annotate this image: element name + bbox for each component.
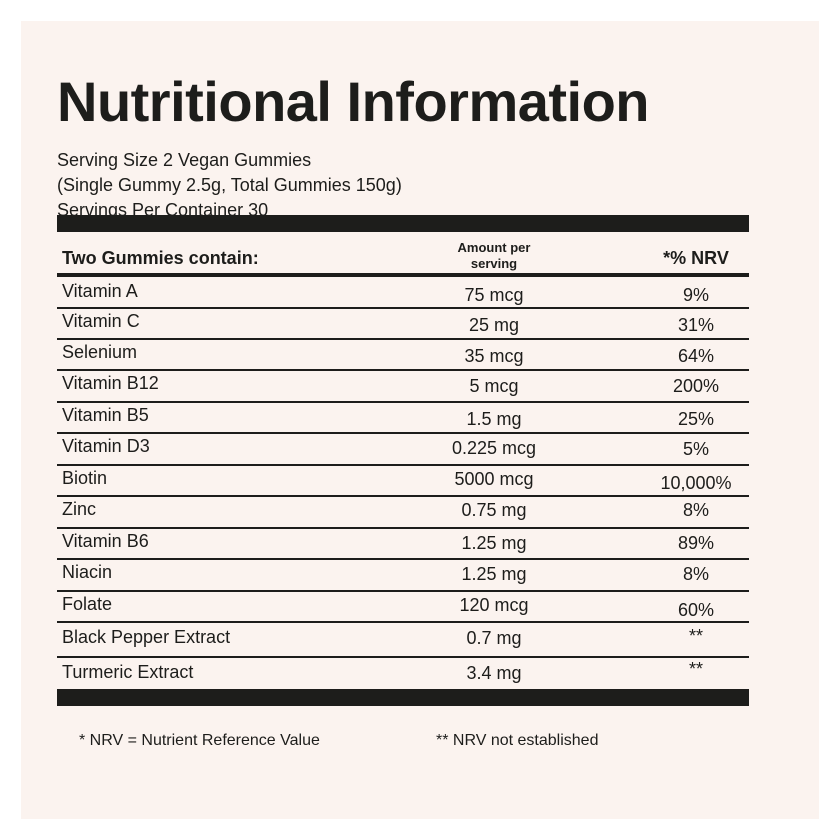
label-panel (21, 21, 819, 819)
nutrient-amount: 1.25 mg (461, 533, 527, 553)
nutrient-name: Black Pepper Extract (62, 627, 231, 647)
table-row: Turmeric Extract 3.4 mg ** (57, 658, 749, 691)
nutrient-amount: 0.225 mcg (451, 438, 537, 458)
table-row: Vitamin D3 0.225 mcg 5% (57, 434, 749, 466)
nutrient-nrv: 89% (677, 533, 715, 553)
table-row: Black Pepper Extract 0.7 mg ** (57, 623, 749, 658)
nutrient-nrv: 31% (677, 315, 715, 335)
table-row: Vitamin B5 1.5 mg 25% (57, 403, 749, 434)
nutrient-table: Vitamin A 75 mcg 9% Vitamin C 25 mg 31% Seleni… (57, 277, 749, 691)
nutrient-nrv: 9% (682, 285, 709, 305)
table-row: Vitamin C 25 mg 31% (57, 309, 749, 340)
nutrient-name: Biotin (62, 468, 108, 488)
header-amount-line1: Amount per (457, 240, 531, 255)
footnote-nrv-definition: * NRV = Nutrient Reference Value (79, 732, 320, 749)
nutrient-name: Turmeric Extract (62, 662, 194, 682)
nutrient-name: Vitamin A (62, 281, 138, 301)
nutrient-name: Vitamin B5 (62, 405, 149, 425)
page-title: Nutritional Information (57, 70, 650, 133)
table-row: Biotin 5000 mcg 10,000% (57, 466, 749, 497)
header-contains: Two Gummies contain: (62, 248, 259, 268)
nutrient-amount: 0.7 mg (466, 628, 522, 648)
nutrient-name: Vitamin B6 (62, 531, 149, 551)
nutrient-amount: 1.25 mg (461, 564, 527, 584)
header-nrv: *% NRV (663, 248, 729, 268)
nutrient-amount: 120 mcg (459, 595, 529, 615)
nutrient-name: Vitamin B12 (62, 373, 159, 393)
table-row: Niacin 1.25 mg 8% (57, 560, 749, 592)
nutrient-name: Folate (62, 594, 113, 614)
nutrient-nrv: 64% (677, 346, 715, 366)
nutrient-name: Vitamin C (62, 311, 140, 331)
nutrient-amount: 35 mcg (464, 346, 524, 366)
header-amount: Amount per serving (424, 240, 564, 272)
header-rule (57, 273, 749, 277)
nutrient-amount: 25 mg (468, 315, 520, 335)
serving-size: Serving Size 2 Vegan Gummies (57, 150, 312, 170)
table-row: Vitamin B12 5 mcg 200% (57, 371, 749, 403)
footnote-nrv-not-established: ** NRV not established (436, 732, 599, 749)
nutrient-nrv: 60% (677, 600, 715, 620)
gummy-weights: (Single Gummy 2.5g, Total Gummies 150g) (57, 175, 402, 195)
nutrient-amount: 0.75 mg (461, 500, 527, 520)
nutrient-name: Selenium (62, 342, 138, 362)
nutrient-amount: 1.5 mg (466, 409, 522, 429)
nutrient-nrv: 10,000% (660, 473, 732, 493)
nutrient-name: Vitamin D3 (62, 436, 150, 456)
header-amount-line2: serving (470, 256, 518, 271)
nutrient-nrv: 5% (682, 439, 709, 459)
nutrient-amount: 5 mcg (469, 376, 519, 396)
top-divider-bar (57, 215, 749, 232)
table-row: Zinc 0.75 mg 8% (57, 497, 749, 529)
table-row: Vitamin A 75 mcg 9% (57, 277, 749, 309)
table-row: Selenium 35 mcg 64% (57, 340, 749, 371)
table-row: Vitamin B6 1.25 mg 89% (57, 529, 749, 560)
nutrient-name: Zinc (62, 499, 97, 519)
nutrient-nrv: ** (688, 659, 703, 679)
nutrient-nrv: 25% (677, 409, 715, 429)
nutrient-amount: 5000 mcg (454, 469, 534, 489)
nutrient-nrv: 8% (682, 564, 709, 584)
nutrient-amount: 75 mcg (464, 285, 524, 305)
nutrient-name: Niacin (62, 562, 113, 582)
nutrient-nrv: 200% (672, 376, 720, 396)
nutrient-nrv: 8% (682, 500, 709, 520)
bottom-divider-bar (57, 689, 749, 706)
nutrient-nrv: ** (688, 626, 703, 646)
table-row: Folate 120 mcg 60% (57, 592, 749, 623)
nutrient-amount: 3.4 mg (466, 663, 522, 683)
